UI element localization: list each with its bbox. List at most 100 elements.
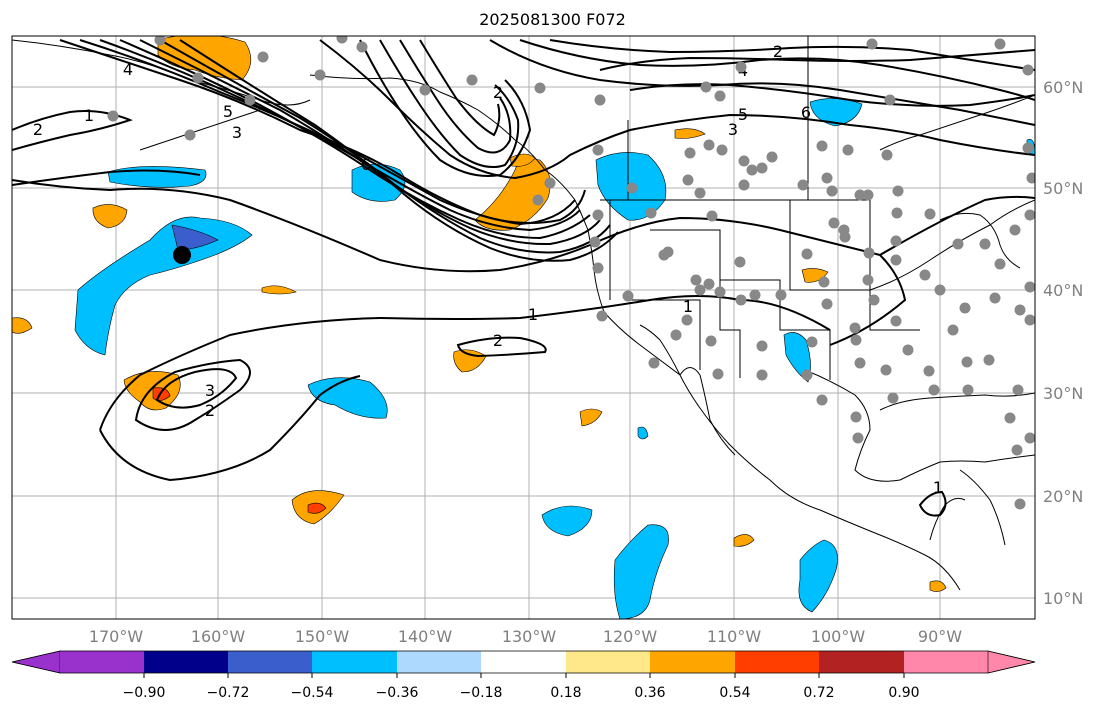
station-dot [690,274,702,286]
station-dot [534,82,546,94]
station-dot [881,149,893,161]
colorbar-segment [144,651,228,673]
station-dot [806,336,818,348]
lat-label: 50°N [1043,179,1083,198]
station-dot [734,256,746,268]
station-dot [712,368,724,380]
colorbar-segment [228,651,312,673]
station-dot [902,344,914,356]
station-dot [419,84,431,96]
station-dot [919,269,931,281]
lat-label: 20°N [1043,487,1083,506]
lon-label: 90°W [918,627,962,646]
colorbar-segment [481,651,566,673]
station-dot [589,236,601,248]
colorbar-tick-label: 0.54 [719,685,750,701]
blue-area-east-pacific2 [613,524,669,619]
station-dot [887,392,899,404]
station-dot [1024,281,1035,293]
station-dot [928,384,940,396]
station-dot [890,315,902,327]
colorbar-tick-label: −0.36 [376,685,419,701]
station-dot [544,177,556,189]
station-dot [746,164,758,176]
colorbar-ticks [143,673,905,678]
station-dot [735,61,747,73]
station-dot [694,187,706,199]
station-dot [816,394,828,406]
station-dot [738,179,750,191]
blue-area-small-mexico [637,426,649,440]
gridlines [12,36,1035,619]
orange-area-pacnw [474,158,551,231]
station-markers [107,25,1035,510]
contour-lines [12,39,1035,517]
orange-area-plains [801,268,829,283]
lon-label: 100°W [811,627,866,646]
station-dot [863,247,875,259]
station-dot [1022,142,1034,154]
station-dot [850,411,862,423]
station-dot [1012,384,1024,396]
station-dot [994,258,1006,270]
station-dot [594,94,606,106]
orange-area-mexico-west [579,408,603,427]
station-dot [694,284,706,296]
orange-area-canada [674,128,706,139]
station-dot [184,129,196,141]
station-dot [934,284,946,296]
station-dot [923,365,935,377]
station-dot [714,90,726,102]
contour-label: 1 [933,478,943,497]
contour-label: 2 [773,42,783,61]
station-dot [989,292,1001,304]
station-dot [890,254,902,266]
station-dot [816,140,828,152]
coastlines-borders [12,36,1035,591]
contour-label: 5 [738,105,748,124]
contour-label: 2 [205,401,215,420]
station-dot [682,174,694,186]
lat-label: 30°N [1043,384,1083,403]
map-content: 1 2 2 3 4 5 6 3 4 5 6 1 2 1 2 3 2 1 [12,25,1035,619]
station-dot [849,322,861,334]
station-dot [336,36,348,44]
colorbar-segment [735,651,819,673]
station-dot [592,209,604,221]
station-dot [154,36,166,46]
station-dot [592,144,604,156]
station-dot [838,224,850,236]
station-dot [850,334,862,346]
colorbar-outline [11,650,1036,674]
station-dot [1009,224,1021,236]
station-dot [862,274,874,286]
red-core-hawaii [307,502,327,514]
station-dot [868,294,880,306]
lon-label: 130°W [502,627,557,646]
station-dot [670,329,682,341]
station-dot [550,25,561,36]
station-dot [592,262,604,274]
blue-area-subtropical [307,377,388,419]
orange-area-subtropical-high [123,371,181,411]
station-dot [703,139,715,151]
station-dot [854,357,866,369]
station-dot [818,276,830,288]
lat-label: 10°N [1043,589,1083,608]
station-dot [962,384,974,396]
lon-label: 110°W [707,627,762,646]
station-dot [801,248,813,260]
station-dot [1026,172,1035,184]
contour-label: 4 [123,60,133,79]
station-dot [1024,314,1035,326]
contour-label: 2 [493,83,503,102]
station-dot [826,185,838,197]
station-dot [924,208,936,220]
colorbar-segment [312,651,397,673]
colorbar-tick-label: −0.18 [460,685,503,701]
contour-label: 3 [728,120,738,139]
station-dot [658,249,670,261]
station-dot [705,335,717,347]
station-dot [775,289,787,301]
station-dot [257,51,269,63]
